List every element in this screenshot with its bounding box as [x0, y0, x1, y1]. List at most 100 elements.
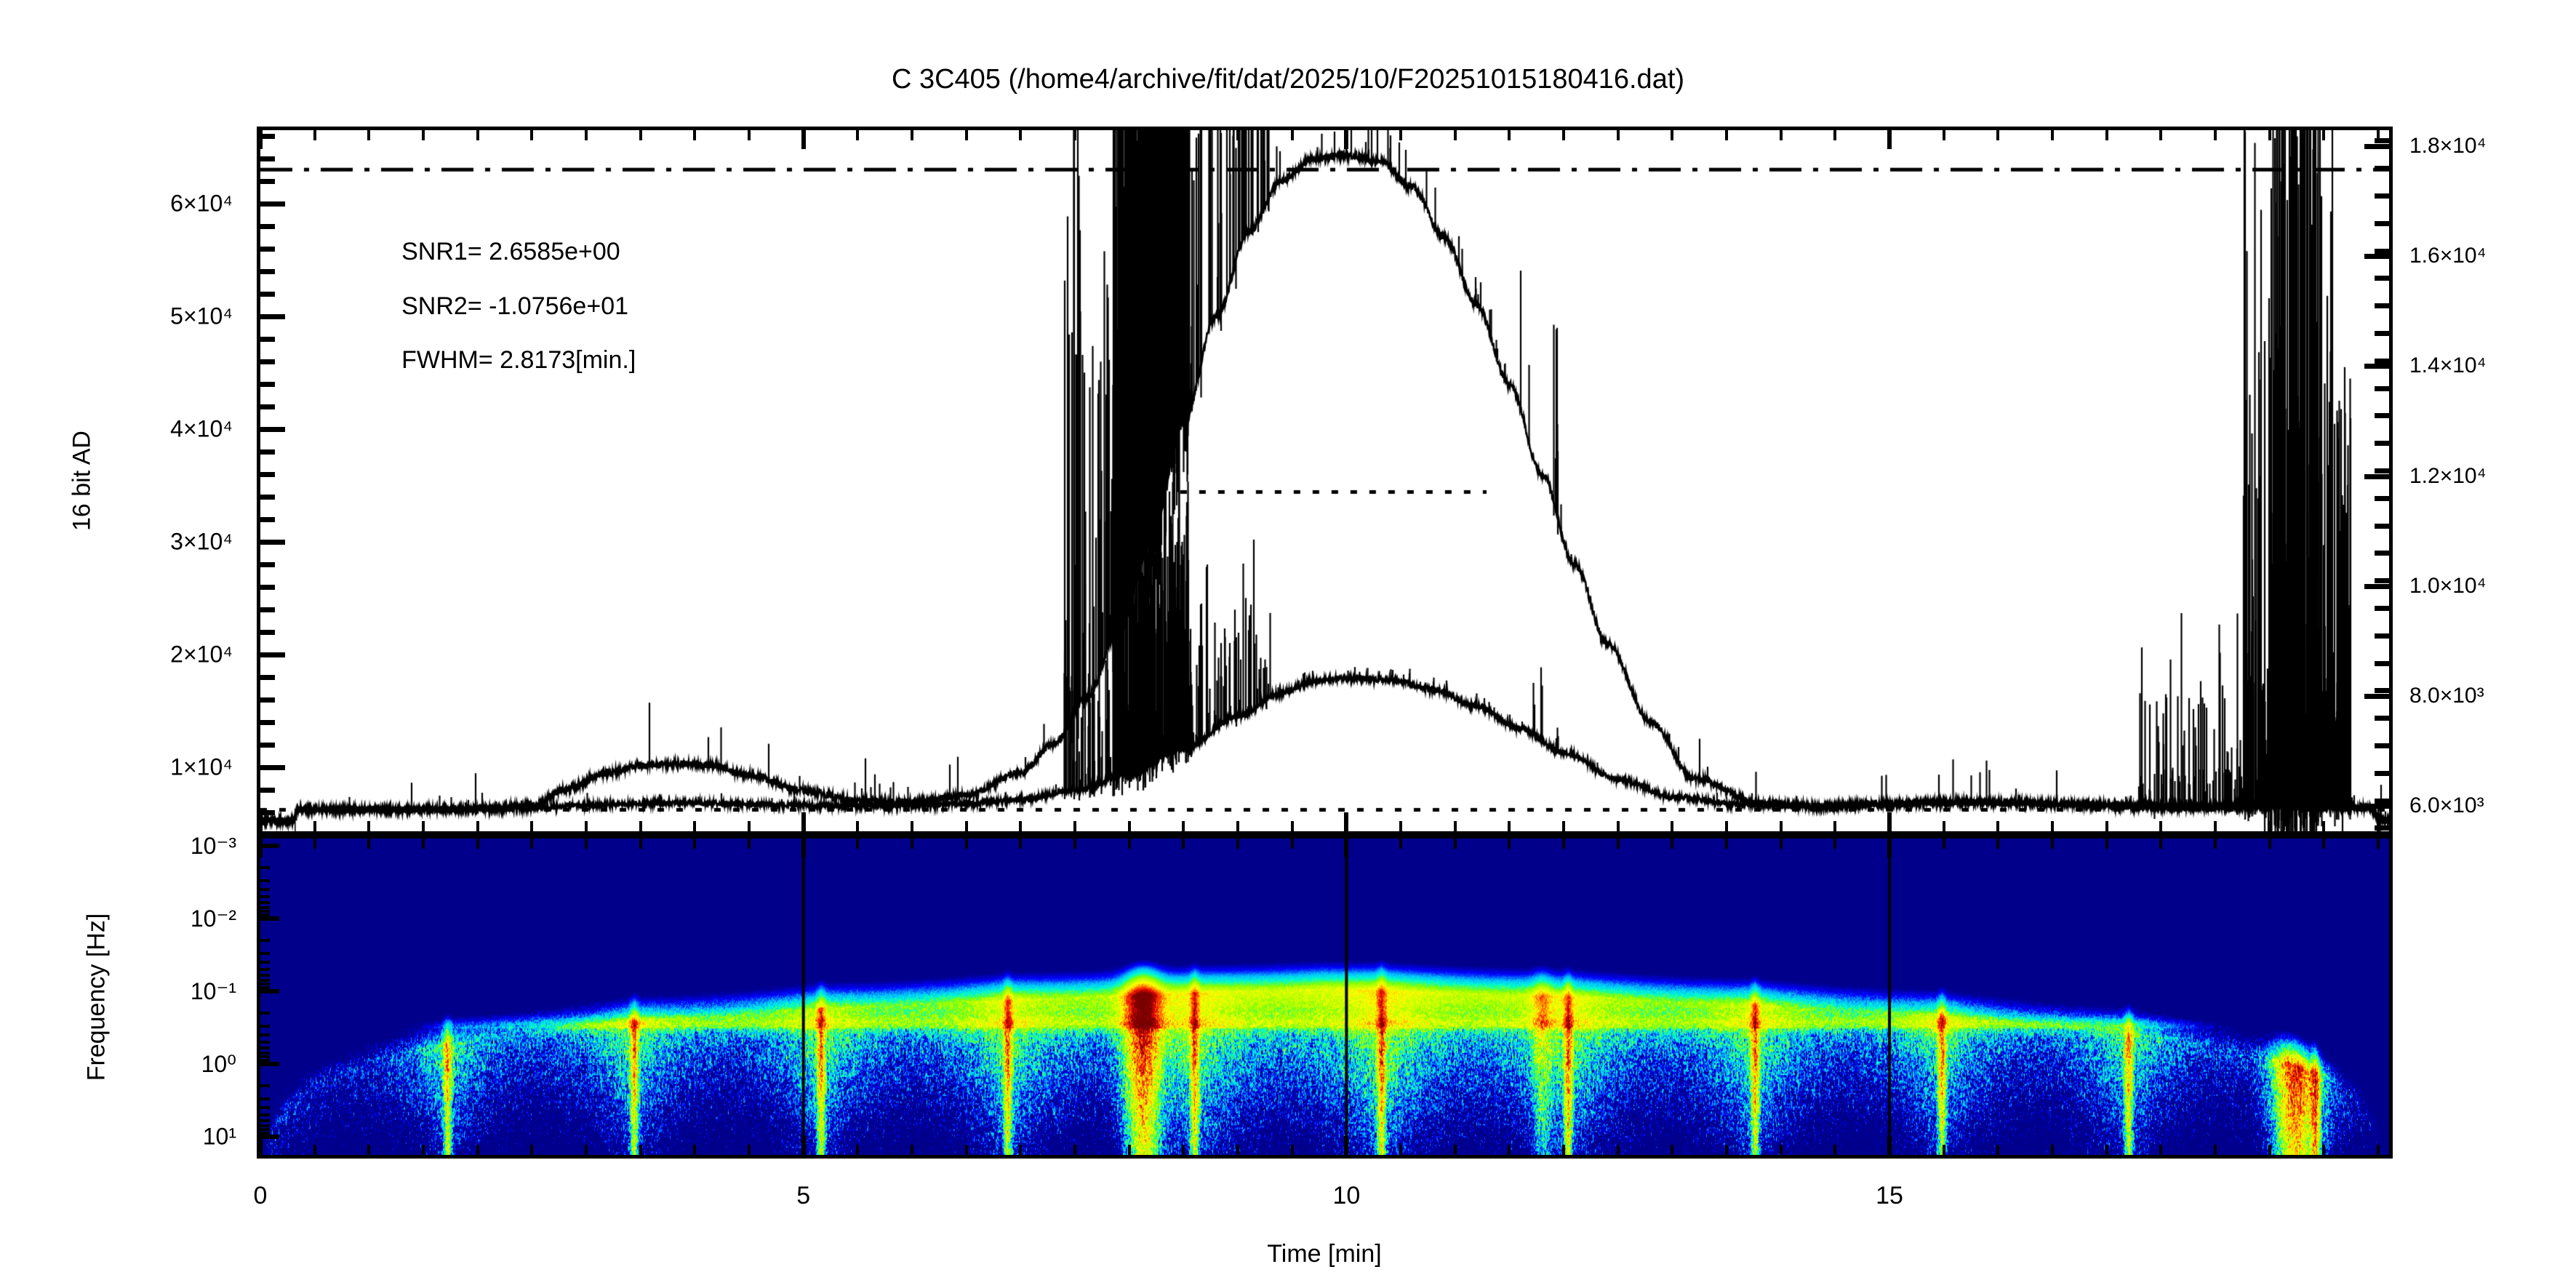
- x-axis-top-minor-tick: [1671, 839, 1674, 849]
- frequency-axis-minor-tick: [260, 910, 270, 913]
- x-axis-top-minor-tick: [422, 839, 425, 849]
- timeseries-x-top-minor-tick: [1942, 130, 1945, 140]
- x-axis-top-minor-tick: [367, 839, 371, 849]
- timeseries-x-top-minor-tick: [1290, 130, 1294, 140]
- y-axis-minor-tick: [260, 561, 275, 567]
- x-axis-minor-tick: [693, 1145, 697, 1155]
- x-axis-top-major-tick: [801, 839, 806, 857]
- y-axis-minor-tick: [260, 268, 275, 274]
- x-axis-minor-tick: [1399, 1145, 1403, 1155]
- timeseries-x-minor-tick: [1290, 821, 1294, 831]
- y-axis-right-minor-tick: [2375, 495, 2389, 501]
- timeseries-x-top-minor-tick: [1562, 130, 1566, 140]
- y-axis-right-tick-label: 1.4×10⁴: [2409, 353, 2487, 378]
- x-axis-top-minor-tick: [1073, 839, 1077, 849]
- x-axis-top-minor-tick: [1290, 839, 1294, 849]
- frequency-axis-minor-tick: [260, 1046, 270, 1049]
- y-axis-right-minor-tick: [2375, 441, 2389, 447]
- timeseries-x-major-tick: [258, 812, 263, 831]
- frequency-axis-minor-tick: [260, 1132, 270, 1135]
- timeseries-x-minor-tick: [2268, 821, 2271, 831]
- y-axis-right-minor-tick: [2375, 220, 2389, 226]
- x-axis-top-major-tick: [1344, 839, 1349, 857]
- timeseries-x-minor-tick: [1616, 821, 1620, 831]
- timeseries-x-top-minor-tick: [530, 130, 534, 140]
- frequency-axis-minor-tick: [260, 895, 270, 898]
- timeseries-x-top-minor-tick: [1508, 130, 1511, 140]
- x-axis-top-minor-tick: [856, 839, 860, 849]
- y-axis-minor-tick: [260, 471, 275, 477]
- timeseries-x-minor-tick: [585, 821, 588, 831]
- x-axis-minor-tick: [1779, 1145, 1783, 1155]
- timeseries-x-minor-tick: [1073, 821, 1077, 831]
- timeseries-x-major-tick: [1344, 812, 1349, 831]
- y-axis-tick-label: 5×10⁴: [170, 303, 233, 329]
- x-axis-minor-tick: [530, 1145, 534, 1155]
- frequency-axis-major-tick: [260, 844, 279, 848]
- snr1-annotation: SNR1= 2.6585e+00: [401, 238, 620, 266]
- frequency-axis-major-tick: [260, 1062, 279, 1066]
- frequency-axis-minor-tick: [260, 986, 270, 990]
- y-axis-minor-tick: [260, 246, 275, 252]
- timeseries-x-top-minor-tick: [639, 130, 642, 140]
- y-axis-right-major-tick: [2364, 254, 2389, 260]
- x-axis-top-minor-tick: [476, 839, 479, 849]
- x-axis-minor-tick: [1562, 1145, 1566, 1155]
- x-axis-minor-tick: [1019, 1145, 1023, 1155]
- timeseries-x-top-minor-tick: [2322, 130, 2326, 140]
- x-axis-top-minor-tick: [585, 839, 588, 849]
- frequency-axis-minor-tick: [260, 905, 270, 909]
- x-axis-minor-tick: [1182, 1145, 1185, 1155]
- frequency-axis-title: Frequency [Hz]: [82, 913, 111, 1081]
- y-axis-minor-tick: [260, 674, 275, 680]
- y-axis-right-tick-label: 8.0×10³: [2409, 684, 2484, 708]
- y-axis-minor-tick: [260, 742, 275, 748]
- frequency-axis-minor-tick: [260, 978, 270, 982]
- timeseries-x-top-minor-tick: [2377, 130, 2380, 140]
- x-axis-top-minor-tick: [2214, 839, 2217, 849]
- timeseries-canvas: [260, 130, 2389, 831]
- timeseries-x-minor-tick: [856, 821, 860, 831]
- y-axis-major-tick: [260, 652, 285, 657]
- x-axis-minor-tick: [2268, 1145, 2271, 1155]
- x-axis-minor-tick: [1671, 1145, 1674, 1155]
- y-axis-right-major-tick: [2364, 473, 2389, 479]
- frequency-axis-minor-tick: [260, 1040, 270, 1044]
- x-axis-minor-tick: [639, 1145, 642, 1155]
- y-axis-minor-tick: [260, 178, 275, 184]
- snr2-annotation: SNR2= -1.0756e+01: [401, 292, 629, 320]
- frequency-axis-minor-tick: [260, 1124, 270, 1127]
- timeseries-x-minor-tick: [2105, 821, 2108, 831]
- x-axis-minor-tick: [2105, 1145, 2108, 1155]
- y-axis-right-tick-label: 1.6×10⁴: [2409, 244, 2487, 268]
- x-axis-minor-tick: [585, 1145, 588, 1155]
- y-axis-right-minor-tick: [2375, 606, 2389, 612]
- timeseries-x-top-minor-tick: [1127, 130, 1131, 140]
- timeseries-x-minor-tick: [476, 821, 479, 831]
- frequency-axis-tick-label: 10⁻¹: [190, 978, 236, 1004]
- x-axis-minor-tick: [2214, 1145, 2217, 1155]
- timeseries-x-top-minor-tick: [476, 130, 479, 140]
- timeseries-x-minor-tick: [964, 821, 968, 831]
- timeseries-x-top-minor-tick: [1996, 130, 2000, 140]
- y-axis-right-minor-tick: [2375, 166, 2389, 172]
- y-axis-minor-tick: [260, 291, 275, 297]
- y-axis-right-minor-tick: [2375, 358, 2389, 364]
- frequency-axis-minor-tick: [260, 939, 270, 943]
- x-axis-top-minor-tick: [1019, 839, 1023, 849]
- y-axis-minor-tick: [260, 449, 275, 455]
- x-axis-top-minor-tick: [1616, 839, 1620, 849]
- y-axis-minor-tick: [260, 719, 275, 725]
- frequency-axis-minor-tick: [260, 1106, 270, 1110]
- x-axis-top-minor-tick: [1779, 839, 1783, 849]
- x-axis-top-minor-tick: [1833, 839, 1837, 849]
- frequency-axis-minor-tick: [260, 967, 270, 971]
- frequency-axis-minor-tick: [260, 951, 270, 955]
- x-axis-minor-tick: [911, 1145, 914, 1155]
- y-axis-right-major-tick: [2364, 583, 2389, 589]
- x-axis-top-minor-tick: [1725, 839, 1729, 849]
- x-axis-tick-label: 0: [253, 1182, 268, 1209]
- y-axis-major-tick: [260, 201, 285, 207]
- timeseries-x-minor-tick: [2377, 821, 2380, 831]
